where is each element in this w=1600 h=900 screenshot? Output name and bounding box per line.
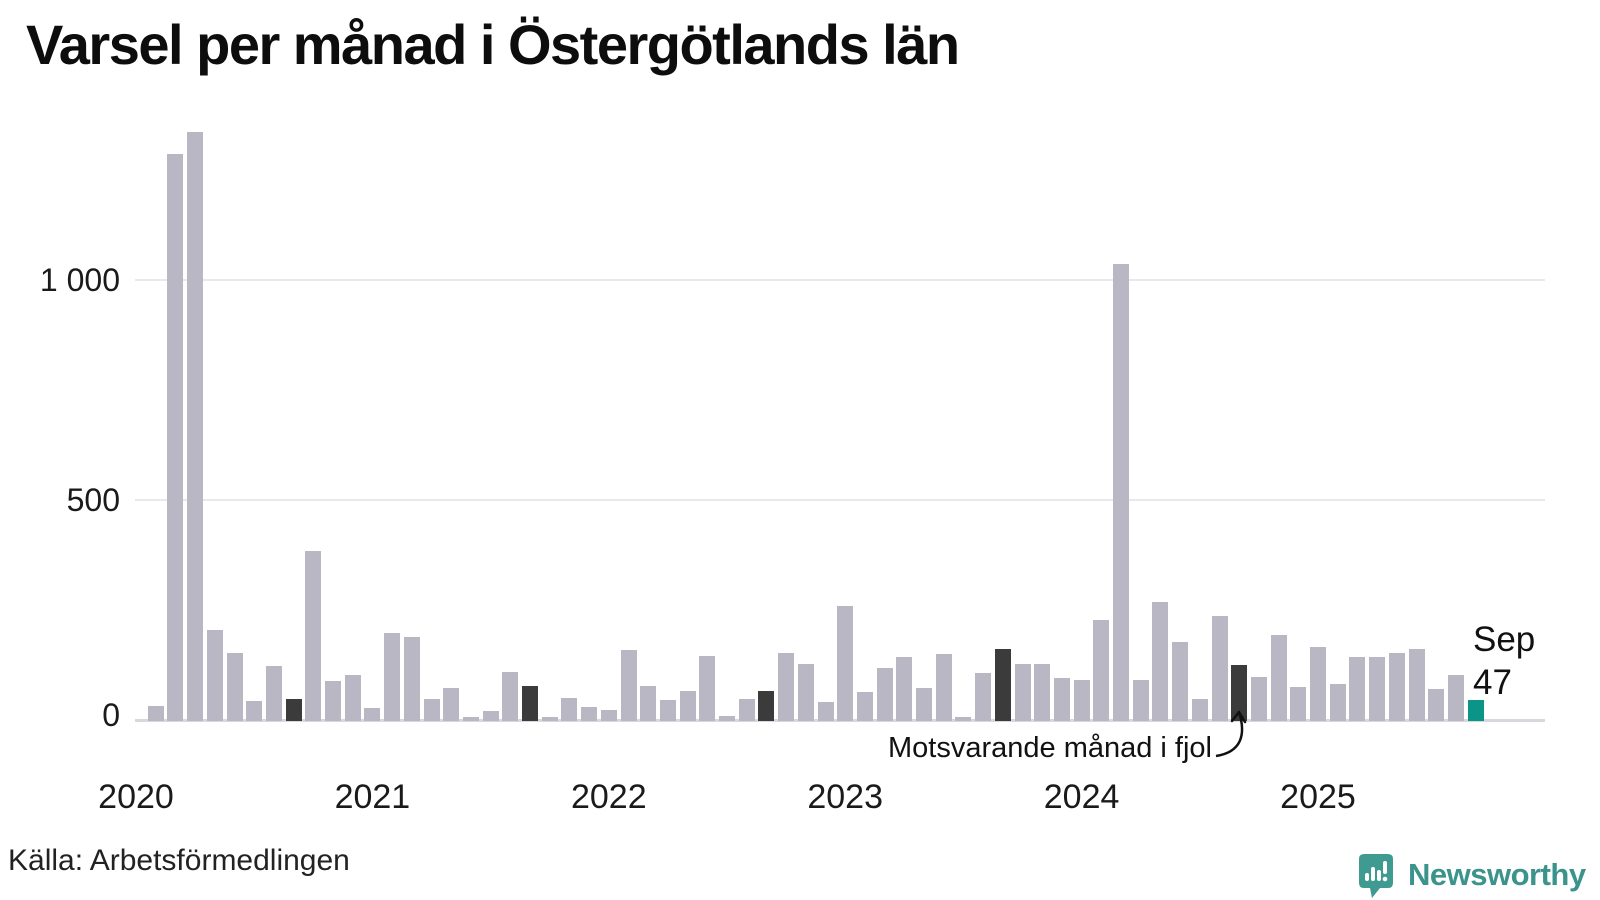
bar-2024-12 (1290, 687, 1307, 721)
bar-2025-05 (1388, 653, 1405, 721)
bar-2022-12 (817, 702, 834, 721)
bar-2023-08 (975, 673, 992, 721)
x-axis-year-label-2022: 2022 (570, 778, 647, 816)
bar-2023-07 (955, 717, 972, 721)
bar-2020-12 (344, 675, 361, 721)
y-axis-tick-label: 500 (66, 482, 120, 518)
bar-2025-01 (1310, 647, 1326, 721)
bar-2025-07 (1428, 689, 1445, 721)
bar-2023-06 (935, 654, 952, 721)
bar-2024-09 (1231, 665, 1248, 721)
bar-2021-03 (403, 637, 420, 721)
bar-2021-12 (581, 707, 598, 721)
bar-2024-07 (1191, 699, 1208, 721)
bar-2024-10 (1250, 677, 1267, 721)
bar-2021-01 (364, 708, 381, 721)
x-axis-year-label-2025: 2025 (1280, 778, 1356, 816)
annotation-same-month-last-year: Motsvarande månad i fjol (888, 732, 1212, 764)
bar-2022-03 (640, 686, 657, 721)
bar-2023-01 (837, 606, 854, 721)
current-month-value-label: Sep 47 (1473, 618, 1535, 704)
x-axis-year-label-2023: 2023 (807, 778, 884, 816)
bar-2023-11 (1034, 664, 1051, 721)
bar-2023-04 (896, 657, 913, 721)
bar-2022-09 (758, 691, 775, 721)
x-axis-year-label-2021: 2021 (334, 778, 411, 816)
bar-2022-10 (778, 653, 795, 721)
bar-2020-06 (226, 653, 243, 721)
newsworthy-logo-icon (1359, 854, 1393, 898)
bar-2024-06 (1172, 642, 1189, 721)
bar-2023-02 (856, 692, 873, 721)
bar-2025-04 (1369, 657, 1386, 721)
bar-2022-01 (600, 710, 617, 721)
bar-2025-06 (1408, 649, 1425, 721)
bar-2025-09 (1467, 700, 1484, 721)
bar-2025-08 (1447, 675, 1464, 721)
bar-2024-04 (1132, 680, 1149, 721)
y-axis-tick-label: 0 (102, 697, 120, 733)
bar-2024-05 (1152, 602, 1169, 721)
bar-2020-07 (246, 701, 263, 721)
bar-2022-07 (719, 716, 735, 721)
bar-2024-02 (1093, 620, 1110, 721)
chart-title: Varsel per månad i Östergötlands län (26, 13, 960, 76)
current-month-value: 47 (1473, 663, 1512, 702)
bar-2023-12 (1053, 678, 1070, 721)
bar-2021-11 (561, 698, 578, 721)
bar-2020-03 (167, 154, 184, 721)
bar-2020-09 (285, 699, 302, 721)
bar-2024-01 (1073, 680, 1090, 721)
bar-2022-08 (738, 699, 755, 721)
bar-2022-05 (679, 691, 696, 721)
gridline-y-500 (135, 499, 1545, 501)
bar-2022-02 (620, 650, 637, 721)
gridline-y-1000 (135, 279, 1545, 281)
bar-2020-10 (305, 551, 322, 721)
bar-2021-09 (522, 686, 538, 721)
bar-2022-04 (659, 700, 676, 721)
bar-2021-08 (502, 672, 519, 721)
current-month-name: Sep (1473, 620, 1536, 659)
bar-2020-05 (206, 630, 223, 721)
bar-2024-11 (1270, 635, 1287, 721)
newsworthy-logo-text: Newsworthy (1408, 857, 1586, 892)
bar-2025-02 (1329, 684, 1346, 721)
bar-2021-05 (443, 688, 460, 721)
bar-2020-02 (147, 706, 164, 721)
bar-2021-04 (423, 699, 440, 721)
bar-2023-03 (876, 668, 893, 721)
newsworthy-logo: Newsworthy (1358, 853, 1586, 899)
bar-2025-03 (1349, 657, 1366, 721)
bar-2020-11 (325, 681, 341, 721)
bar-2023-10 (1014, 664, 1031, 721)
bar-2022-11 (797, 664, 814, 721)
annotation-arrow (1215, 710, 1247, 758)
x-axis-year-label-2024: 2024 (1043, 778, 1120, 816)
bar-2020-04 (187, 132, 204, 721)
bar-2024-08 (1211, 616, 1228, 721)
bar-2021-06 (462, 717, 479, 721)
bar-2022-06 (699, 656, 716, 721)
bar-2021-10 (541, 717, 558, 721)
bar-2021-02 (384, 633, 401, 721)
bar-2020-08 (265, 666, 282, 721)
y-axis-tick-label: 1 000 (39, 262, 120, 298)
bar-2024-03 (1113, 264, 1129, 721)
bar-2021-07 (482, 711, 499, 721)
bar-2023-05 (916, 688, 932, 721)
bar-2023-09 (994, 649, 1011, 721)
source-label: Källa: Arbetsförmedlingen (8, 844, 350, 877)
x-axis-year-label-2020: 2020 (98, 778, 174, 816)
